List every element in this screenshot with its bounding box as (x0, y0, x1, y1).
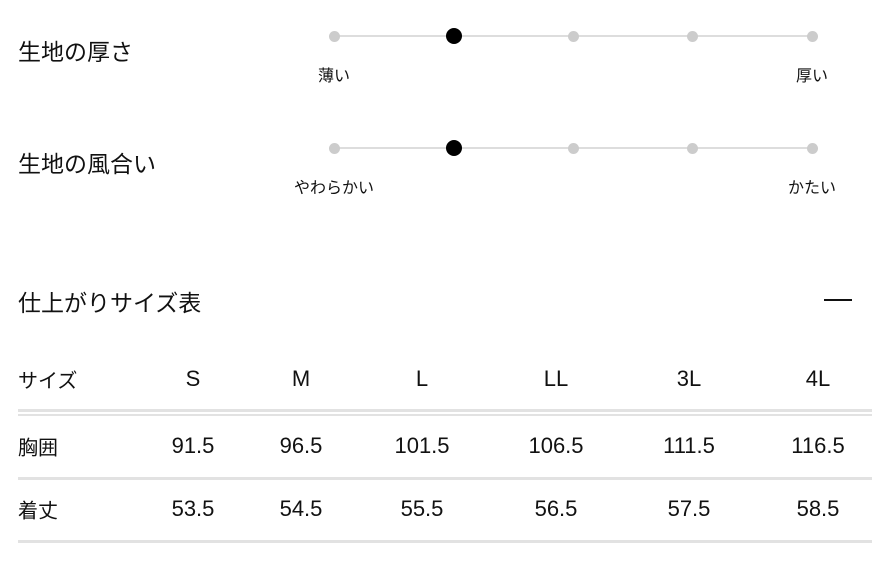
row-label: 胸囲 (18, 435, 58, 460)
table-cell: 111.5 (663, 433, 715, 458)
table-cell: 101.5 (394, 433, 450, 458)
table-cell: 58.5 (796, 496, 840, 521)
size-header-cell: S (185, 366, 201, 391)
scale-dot (807, 143, 818, 154)
table-cell: 57.5 (667, 496, 711, 521)
table-cell: 106.5 (528, 433, 584, 458)
size-header-cell: M (291, 366, 311, 391)
scale-dot (568, 143, 579, 154)
table-cell: 54.5 (279, 496, 323, 521)
scale-max-label: 厚い (795, 66, 829, 85)
minus-icon[interactable] (824, 299, 852, 301)
size-header-cell: 4L (805, 366, 831, 391)
scale-min-label: やわらかい (293, 178, 375, 197)
table-cell: 96.5 (279, 433, 323, 458)
table-cell: 53.5 (171, 496, 215, 521)
size-header-cell: LL (543, 366, 569, 391)
scale-min-label: 薄い (317, 66, 351, 85)
table-cell: 56.5 (534, 496, 578, 521)
size-header-label: サイズ (18, 368, 78, 393)
size-header-cell: 3L (676, 366, 702, 391)
scale-dot (568, 31, 579, 42)
scale-dot (329, 31, 340, 42)
size-chart-title: 仕上がりサイズ表 (18, 291, 202, 317)
divider (18, 409, 872, 412)
table-cell: 55.5 (400, 496, 444, 521)
divider (18, 540, 872, 543)
scale-dot (807, 31, 818, 42)
scale-dot-selected (446, 140, 462, 156)
table-cell: 116.5 (791, 433, 845, 458)
scale-dot-selected (446, 28, 462, 44)
scale-max-label: かたい (787, 178, 837, 197)
size-header-cell: L (415, 366, 429, 391)
scale-dot (329, 143, 340, 154)
row-label: 着丈 (18, 498, 58, 523)
divider (18, 477, 872, 480)
scale-dot (687, 143, 698, 154)
divider (18, 414, 872, 416)
feature-title: 生地の風合い (18, 152, 156, 178)
table-cell: 91.5 (171, 433, 215, 458)
scale-dot (687, 31, 698, 42)
feature-title: 生地の厚さ (18, 40, 133, 66)
